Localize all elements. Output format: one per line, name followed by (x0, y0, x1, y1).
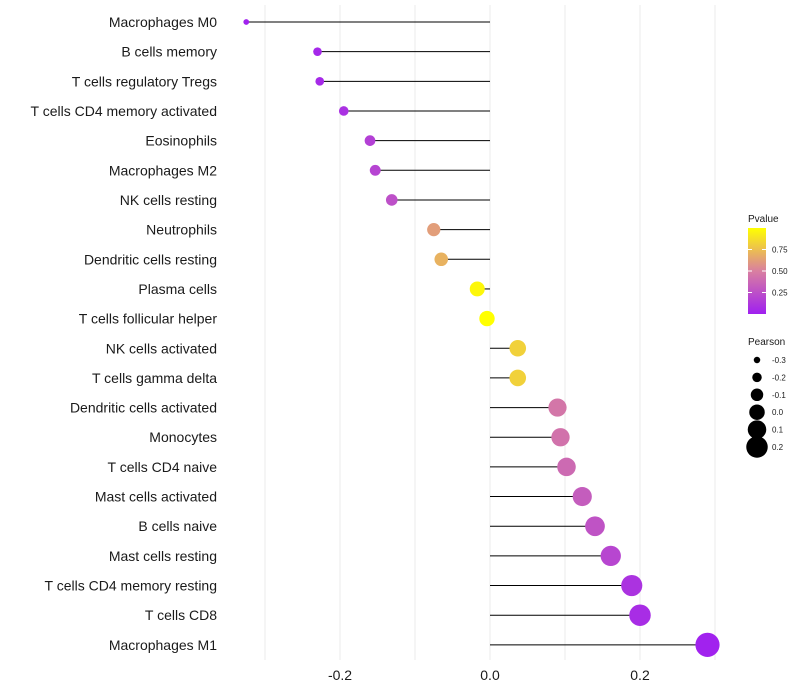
grid-layer (264, 5, 716, 660)
category-label: B cells memory (121, 44, 217, 60)
category-label: Eosinophils (145, 133, 217, 149)
lollipop-dot (479, 310, 495, 327)
category-label: Dendritic cells activated (70, 400, 217, 416)
lollipop-dot (585, 516, 605, 537)
lollipop-dot (338, 106, 349, 116)
category-label: T cells gamma delta (92, 370, 217, 386)
lollipop-dot (385, 194, 398, 206)
x-tick-label: -0.2 (328, 667, 352, 683)
lollipop-dot (427, 223, 441, 237)
lollipop-dot (551, 428, 570, 447)
category-label: B cells naive (138, 518, 217, 534)
lollipop-dot (572, 486, 592, 507)
pearson-legend-title: Pearson (748, 337, 785, 348)
dot-layer (243, 19, 720, 657)
colorbar-tick-label: 0.75 (772, 246, 788, 255)
lollipop-dot (313, 47, 322, 56)
category-label: Monocytes (149, 429, 217, 445)
lollipop-dot (629, 604, 651, 626)
pvalue-legend: Pvalue 0.25 0.50 0.75 (748, 214, 788, 314)
category-label: T cells CD8 (145, 607, 217, 623)
category-label: T cells CD4 naive (108, 459, 218, 475)
lollipop-dot (315, 76, 325, 86)
category-label: Macrophages M2 (109, 162, 217, 178)
category-label: T cells follicular helper (79, 311, 218, 327)
pearson-legend-dot (752, 372, 762, 383)
lollipop-dot (695, 632, 720, 657)
category-labels: Macrophages M0 B cells memory T cells regu… (31, 14, 218, 653)
lollipop-dot (557, 457, 576, 477)
x-tick-label: 0.2 (630, 667, 650, 683)
category-label: T cells regulatory Tregs (72, 73, 217, 89)
lollipop-dot (621, 574, 643, 597)
lollipop-dot (434, 252, 449, 267)
x-axis-ticks: -0.2 0.0 0.2 (328, 667, 650, 683)
pearson-legend-dot (753, 356, 761, 364)
pvalue-legend-title: Pvalue (748, 214, 779, 225)
lollipop-dot (243, 19, 250, 25)
pearson-legend-label: -0.2 (772, 373, 786, 382)
colorbar-tick-label: 0.25 (772, 289, 788, 298)
lollipop-dot (369, 164, 381, 176)
pearson-legend-keys: -0.3 -0.2 -0.1 0.0 0.1 0.2 (746, 356, 786, 458)
category-label: T cells CD4 memory activated (31, 103, 217, 119)
x-tick-label: 0.0 (480, 667, 500, 683)
lollipop-dot (509, 339, 527, 357)
pearson-legend-label: -0.1 (772, 391, 786, 400)
pearson-legend-dot (747, 420, 767, 439)
category-label: Macrophages M0 (109, 14, 217, 30)
category-label: Plasma cells (138, 281, 217, 297)
category-label: Neutrophils (146, 222, 217, 238)
pearson-legend-dot (750, 388, 764, 402)
stem-layer (246, 21, 708, 646)
pearson-legend-label: -0.3 (772, 356, 786, 365)
lollipop-dot (600, 545, 621, 567)
category-label: T cells CD4 memory resting (45, 578, 217, 594)
pearson-legend: Pearson -0.3 -0.2 -0.1 0.0 0.1 0.2 (746, 337, 786, 458)
lollipop-dot (548, 398, 567, 417)
category-label: Mast cells resting (109, 548, 217, 564)
pearson-legend-label: 0.1 (772, 426, 784, 435)
category-label: Mast cells activated (95, 489, 217, 505)
pvalue-colorbar-ticks: 0.25 0.50 0.75 (748, 246, 788, 298)
category-label: NK cells activated (106, 340, 217, 356)
pearson-legend-label: 0.2 (772, 443, 784, 452)
pearson-legend-dot (749, 404, 765, 420)
colorbar-tick-label: 0.50 (772, 267, 788, 276)
lollipop-dot (509, 369, 527, 387)
category-label: Dendritic cells resting (84, 251, 217, 267)
pearson-legend-label: 0.0 (772, 408, 784, 417)
lollipop-dot (364, 135, 376, 146)
pearson-legend-dot (746, 436, 768, 458)
pvalue-colorbar (748, 228, 766, 314)
lollipop-dot (469, 281, 485, 297)
category-label: NK cells resting (120, 192, 217, 208)
category-label: Macrophages M1 (109, 637, 217, 653)
